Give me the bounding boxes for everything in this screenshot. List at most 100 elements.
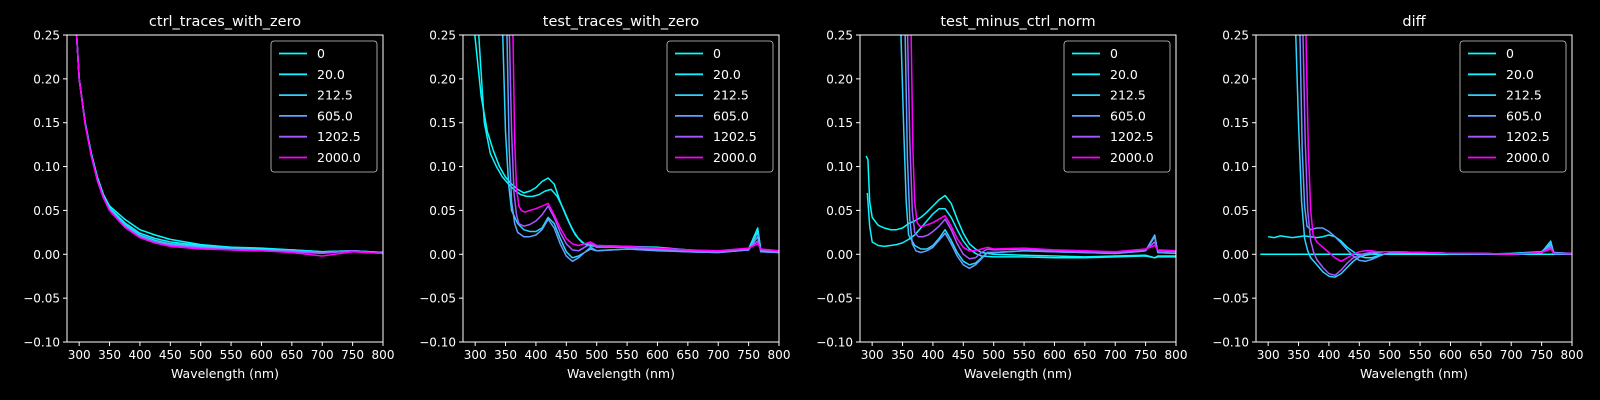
subplot-2: test_traces_with_zero 300 350 400 450 500 550 6… <box>419 14 790 381</box>
subplot-1: ctrl_traces_with_zero 300 350 400 450 500 550 6… <box>23 14 394 381</box>
axes-frame <box>462 34 780 343</box>
legend: 0 20.0 212.5 605.0 1202.5 2000.0 <box>270 40 378 173</box>
legend-label: 605.0 <box>317 108 353 123</box>
legend-label: 20.0 <box>713 67 741 82</box>
x-tick-label: 350 <box>494 348 517 362</box>
x-axis-label: Wavelength (nm) <box>567 366 675 381</box>
legend-item: 212.5 <box>279 88 353 103</box>
legend-label: 605.0 <box>713 108 749 123</box>
x-axis-label: Wavelength (nm) <box>964 366 1072 381</box>
subplot-4: diff 300 350 400 450 500 550 600 650 700 750 800 −0.… <box>1212 14 1583 381</box>
legend-item: 20.0 <box>279 67 345 82</box>
legend-label: 605.0 <box>1110 108 1146 123</box>
plot-area <box>474 35 779 263</box>
y-tick-label: 0.25 <box>826 29 853 43</box>
x-axis-label: Wavelength (nm) <box>171 366 279 381</box>
x-tick-label: 550 <box>220 348 243 362</box>
legend-label: 20.0 <box>317 67 345 82</box>
x-tick-label: 750 <box>341 348 364 362</box>
y-tick-label: 0.25 <box>429 29 456 43</box>
legend-label: 212.5 <box>1506 88 1542 103</box>
legend-item: 0 <box>1468 46 1514 61</box>
legend-item: 20.0 <box>675 67 741 82</box>
y-tick-label: −0.05 <box>1212 292 1249 306</box>
x-tick-label: 700 <box>1104 348 1127 362</box>
legend: 0 20.0 212.5 605.0 1202.5 2000.0 <box>666 40 774 173</box>
x-tick-label: 600 <box>1043 348 1066 362</box>
x-tick-label: 550 <box>1409 348 1432 362</box>
legend-item: 605.0 <box>675 108 749 123</box>
legend-label: 20.0 <box>1110 67 1138 82</box>
x-tick-label: 650 <box>676 348 699 362</box>
legend: 0 20.0 212.5 605.0 1202.5 2000.0 <box>1459 40 1567 173</box>
y-tick-label: 0.05 <box>429 204 456 218</box>
x-tick-label: 400 <box>921 348 944 362</box>
y-tick-label: −0.10 <box>23 336 60 350</box>
y-tick-label: 0.25 <box>1222 29 1249 43</box>
y-tick-label: 0.05 <box>1222 204 1249 218</box>
x-axis-label: Wavelength (nm) <box>1360 366 1468 381</box>
x-tick-label: 450 <box>555 348 578 362</box>
series-line-605-0 <box>904 35 1176 270</box>
y-tick-label: 0.20 <box>33 72 60 86</box>
x-tick-label: 450 <box>159 348 182 362</box>
legend-label: 2000.0 <box>713 150 757 165</box>
legend-label: 0 <box>317 46 325 61</box>
x-tick-label: 350 <box>891 348 914 362</box>
series-line-0 <box>865 155 1176 259</box>
y-tick-label: −0.05 <box>23 292 60 306</box>
y-tick-label: 0.05 <box>33 204 60 218</box>
x-tick-label: 750 <box>1530 348 1553 362</box>
legend-item: 0 <box>279 46 325 61</box>
x-tick-label: 350 <box>1287 348 1310 362</box>
y-tick-label: −0.10 <box>816 336 853 350</box>
x-tick-label: 800 <box>768 348 791 362</box>
y-tick-label: 0.00 <box>1222 248 1249 262</box>
y-tick-label: 0.10 <box>826 160 853 174</box>
y-tick-label: 0.05 <box>826 204 853 218</box>
y-tick-label: 0.20 <box>826 72 853 86</box>
axes-frame <box>859 34 1177 343</box>
x-tick-label: 400 <box>128 348 151 362</box>
x-tick-label: 450 <box>952 348 975 362</box>
legend-label: 20.0 <box>1506 67 1534 82</box>
legend-label: 1202.5 <box>1506 129 1550 144</box>
x-tick-label: 750 <box>1134 348 1157 362</box>
y-tick-label: 0.00 <box>33 248 60 262</box>
legend-item: 0 <box>1072 46 1118 61</box>
y-tick-label: 0.10 <box>429 160 456 174</box>
subplots: ctrl_traces_with_zero 300 350 400 450 500 550 6… <box>23 14 1583 381</box>
x-tick-label: 800 <box>372 348 395 362</box>
series-line-605-0 <box>506 35 779 263</box>
x-tick-label: 550 <box>1013 348 1036 362</box>
legend-label: 605.0 <box>1506 108 1542 123</box>
legend-item: 2000.0 <box>1468 150 1550 165</box>
x-tick-label: 300 <box>464 348 487 362</box>
x-tick-label: 600 <box>1439 348 1462 362</box>
x-tick-label: 500 <box>189 348 212 362</box>
x-tick-label: 600 <box>250 348 273 362</box>
x-tick-label: 500 <box>1378 348 1401 362</box>
legend-item: 605.0 <box>279 108 353 123</box>
legend-item: 2000.0 <box>1072 150 1154 165</box>
x-tick-label: 300 <box>861 348 884 362</box>
y-tick-label: 0.00 <box>826 248 853 262</box>
legend-label: 0 <box>1506 46 1514 61</box>
y-tick-label: 0.00 <box>429 248 456 262</box>
legend-label: 0 <box>713 46 721 61</box>
y-tick-label: −0.05 <box>816 292 853 306</box>
series-line-2000-0 <box>512 35 779 252</box>
y-tick-label: 0.25 <box>33 29 60 43</box>
x-tick-label: 350 <box>98 348 121 362</box>
y-tick-label: 0.15 <box>1222 116 1249 130</box>
x-tick-label: 750 <box>737 348 760 362</box>
x-tick-label: 400 <box>1317 348 1340 362</box>
plot-area <box>865 35 1176 270</box>
x-tick-label: 700 <box>1500 348 1523 362</box>
legend-label: 1202.5 <box>713 129 757 144</box>
y-tick-label: −0.10 <box>419 336 456 350</box>
legend-label: 1202.5 <box>1110 129 1154 144</box>
x-tick-label: 700 <box>311 348 334 362</box>
